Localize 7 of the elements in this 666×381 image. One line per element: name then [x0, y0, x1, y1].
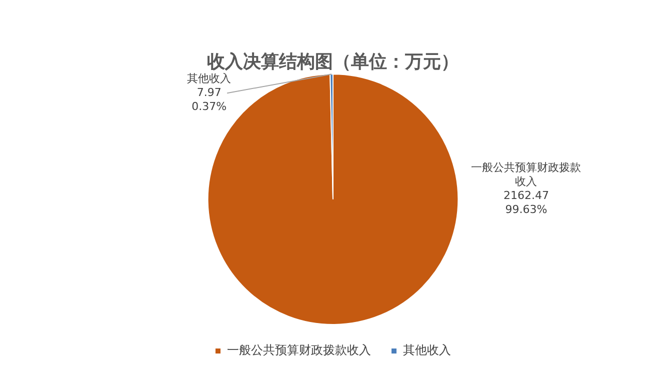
- data-label: 7.97 0.37%: [192, 86, 227, 113]
- slice-label: 其他收入: [187, 72, 232, 85]
- legend-label: 一般公共预算财政拨款收入: [227, 343, 371, 358]
- slice-label: 一般公共预算财政拨款收入: [471, 161, 582, 188]
- chart-title: 收入决算结构图（单位：万元）: [207, 51, 459, 72]
- data-label: 2162.47 99.63%: [503, 189, 549, 216]
- legend-label: 其他收入: [403, 343, 451, 358]
